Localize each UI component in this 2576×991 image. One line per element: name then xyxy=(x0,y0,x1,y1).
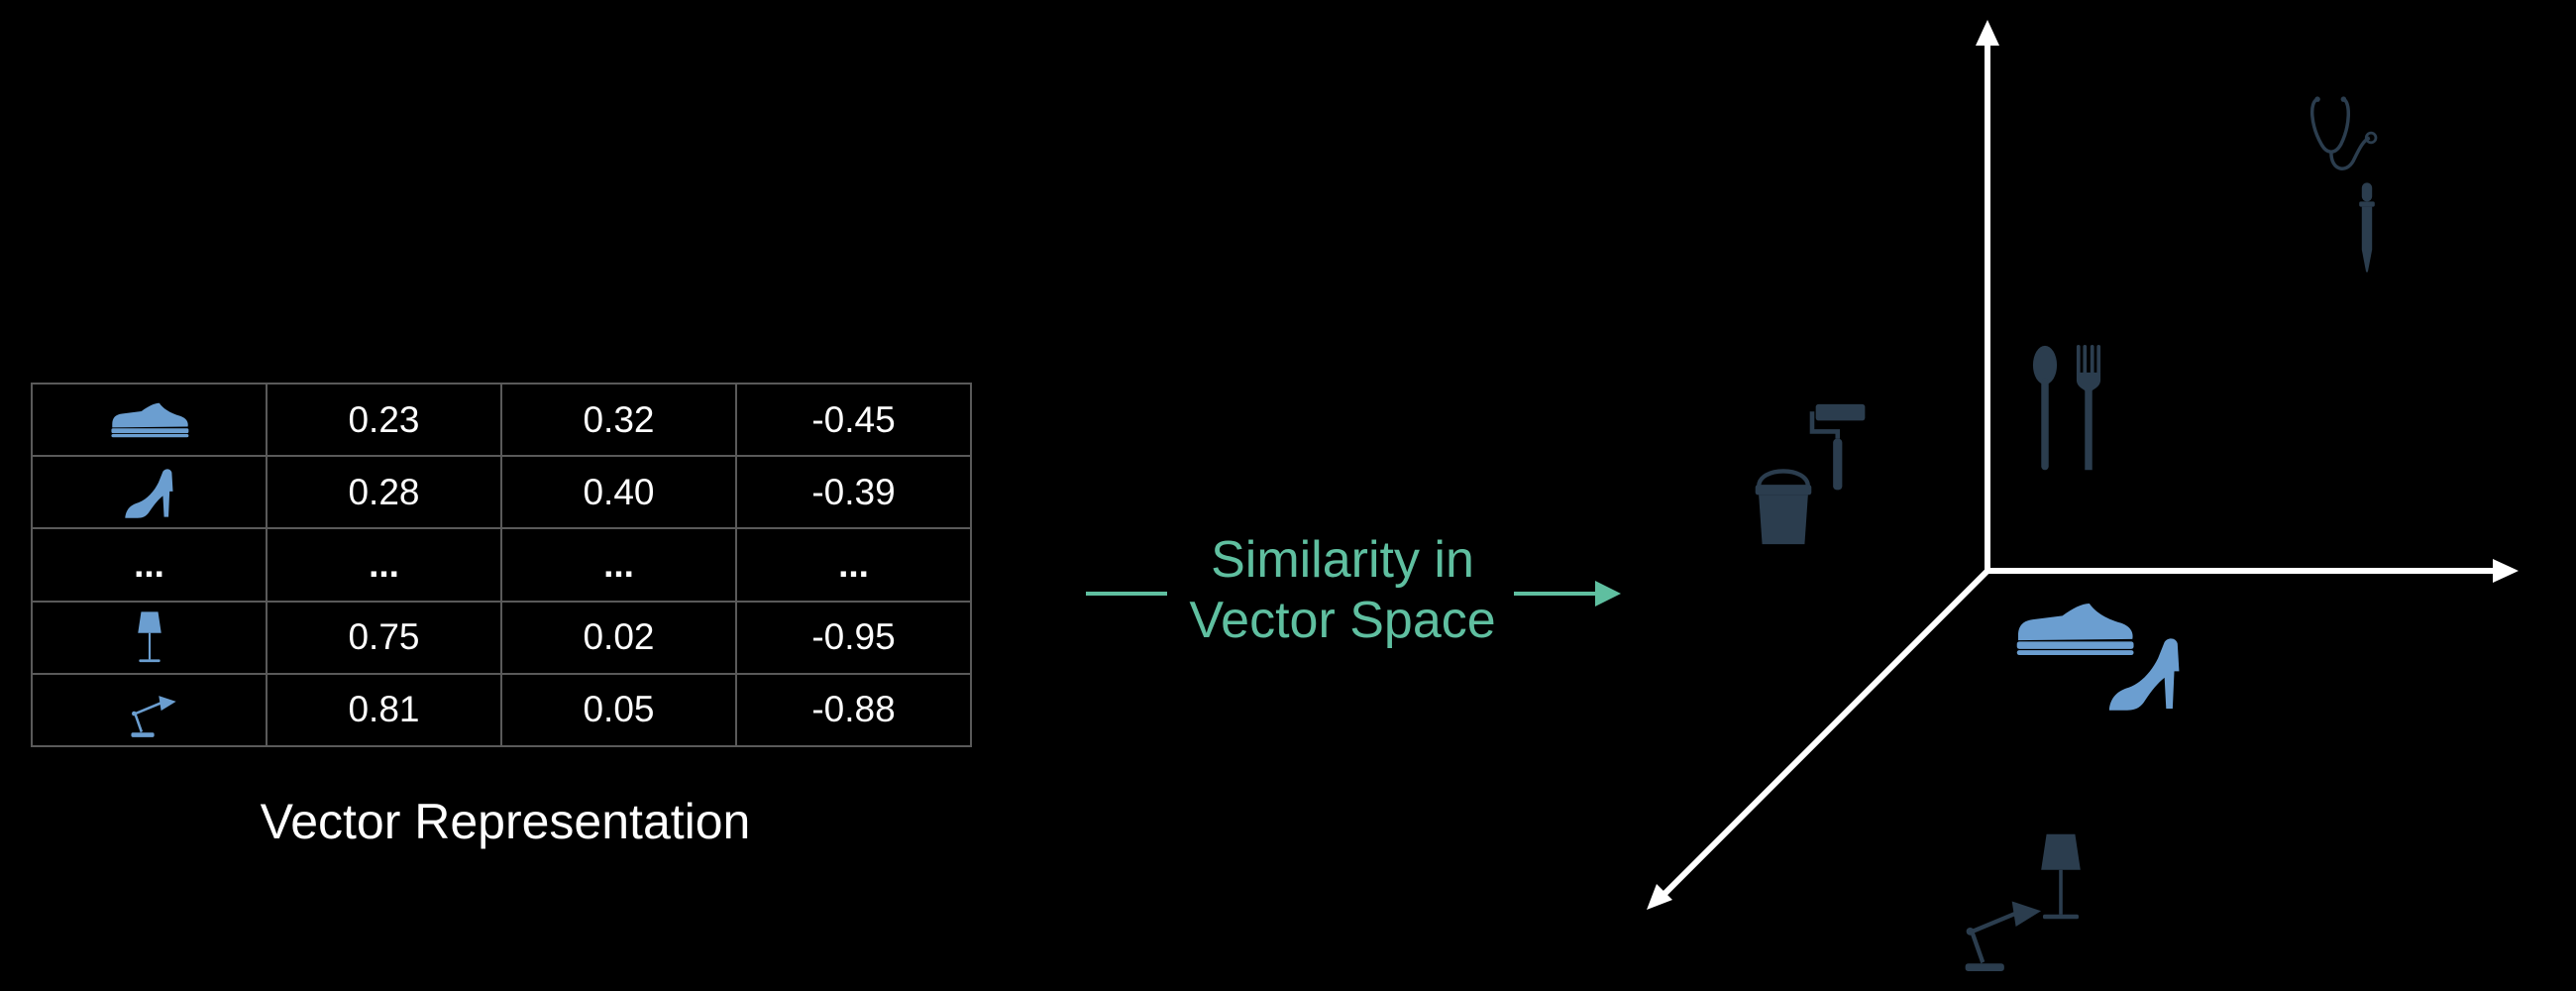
table-row: 0.23 0.32 -0.45 xyxy=(31,382,972,458)
table-cell: ... xyxy=(735,527,972,603)
arrow-head-line xyxy=(1514,592,1605,596)
sneaker-icon xyxy=(2016,603,2134,656)
similarity-label: Similarity in Vector Space xyxy=(1164,530,1521,651)
arrow-tail-line xyxy=(1086,592,1167,596)
x-axis-arrowhead xyxy=(2493,559,2519,583)
table-lamp-icon xyxy=(2041,833,2081,920)
vector-table: 0.23 0.32 -0.45 0.28 0.40 -0.39 ... ... … xyxy=(31,382,972,748)
table-lamp-icon xyxy=(31,600,268,675)
fork-icon xyxy=(2076,345,2101,471)
paint-bucket-icon xyxy=(1756,471,1812,544)
z-axis-arrowhead xyxy=(1647,884,1672,910)
similarity-label-line2: Vector Space xyxy=(1189,592,1496,649)
table-cell: -0.95 xyxy=(735,600,972,675)
table-cell: 0.81 xyxy=(266,672,502,748)
table-row: 0.75 0.02 -0.95 xyxy=(31,600,972,675)
table-cell: -0.88 xyxy=(735,672,972,748)
spoon-icon xyxy=(2032,345,2058,471)
table-cell: -0.45 xyxy=(735,382,972,458)
sneaker-icon xyxy=(31,382,268,458)
ellipsis-cell: ... xyxy=(31,527,268,603)
table-caption: Vector Representation xyxy=(260,794,751,849)
stethoscope-icon xyxy=(2312,96,2376,168)
similarity-label-line1: Similarity in xyxy=(1211,531,1474,589)
table-row: 0.81 0.05 -0.88 xyxy=(31,672,972,748)
desk-lamp-icon xyxy=(1965,901,2042,972)
paint-roller-icon xyxy=(1812,404,1865,490)
table-cell: 0.05 xyxy=(500,672,737,748)
table-cell: ... xyxy=(500,527,737,603)
table-row: ... ... ... ... xyxy=(31,527,972,603)
table-row: 0.28 0.40 -0.39 xyxy=(31,455,972,530)
desk-lamp-icon xyxy=(31,672,268,748)
table-cell: 0.23 xyxy=(266,382,502,458)
table-cell: ... xyxy=(266,527,502,603)
table-cell: 0.28 xyxy=(266,455,502,530)
dropper-icon xyxy=(2359,182,2375,273)
high-heel-icon xyxy=(2108,638,2180,711)
arrow-right-icon xyxy=(1595,581,1621,606)
table-cell: 0.75 xyxy=(266,600,502,675)
z-axis xyxy=(1658,568,1990,901)
table-cell: 0.32 xyxy=(500,382,737,458)
table-cell: 0.40 xyxy=(500,455,737,530)
table-cell: -0.39 xyxy=(735,455,972,530)
y-axis-arrowhead xyxy=(1976,20,1999,46)
table-cell: 0.02 xyxy=(500,600,737,675)
high-heel-icon xyxy=(31,455,268,530)
